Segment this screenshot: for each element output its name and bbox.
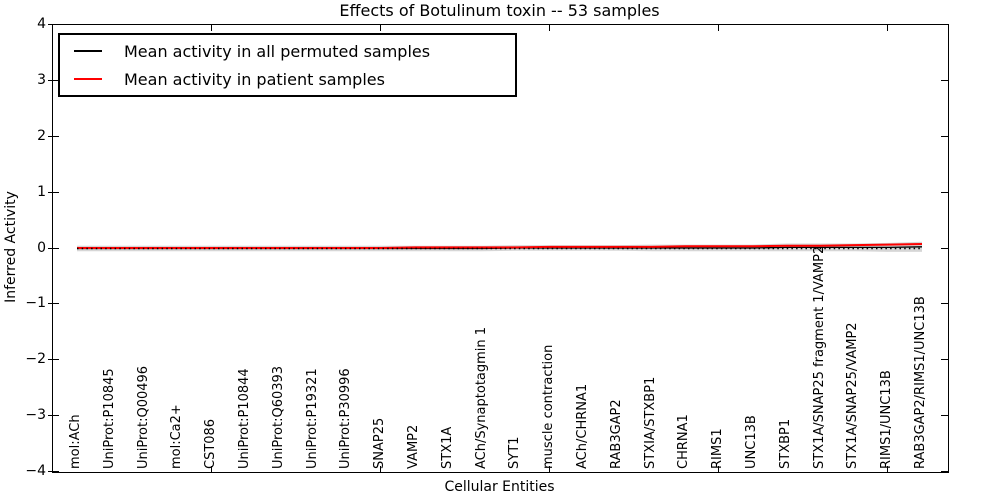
y-tick-label: 3 bbox=[37, 71, 46, 88]
x-category-label: SYT1 bbox=[507, 436, 523, 469]
x-category-label: RAB3GAP2 bbox=[608, 399, 624, 469]
x-category-label: UniProt:P19321 bbox=[304, 368, 320, 469]
y-tick-mark bbox=[48, 471, 59, 472]
x-category-label: STXBP1 bbox=[777, 418, 793, 469]
y-tick-mark bbox=[941, 303, 948, 305]
legend-item-permuted: Mean activity in all permuted samples bbox=[60, 40, 515, 62]
y-tick-mark bbox=[941, 135, 948, 137]
x-tick-mark bbox=[549, 25, 551, 31]
x-category-label: UNC13B bbox=[744, 415, 759, 469]
y-tick-mark bbox=[941, 24, 948, 25]
y-tick-mark bbox=[48, 415, 59, 417]
y-tick-mark bbox=[48, 24, 59, 25]
data-lines-svg bbox=[77, 241, 923, 252]
y-tick-label: 1 bbox=[37, 183, 46, 200]
y-tick-mark bbox=[48, 135, 59, 137]
x-tick-mark bbox=[887, 25, 889, 31]
x-category-label: mol:Ca2+ bbox=[169, 404, 185, 469]
x-category-label: UniProt:Q60393 bbox=[270, 365, 286, 469]
y-tick-label: −2 bbox=[25, 351, 46, 368]
x-category-label: UniProt:P10845 bbox=[101, 368, 117, 469]
x-category-label: RIMS1/UNC13B bbox=[879, 370, 895, 469]
x-category-label: UniProt:P10844 bbox=[237, 368, 252, 469]
x-tick-mark bbox=[718, 466, 720, 472]
y-tick-mark bbox=[48, 359, 59, 361]
x-tick-mark bbox=[549, 466, 551, 472]
x-category-label: STX1A bbox=[439, 426, 455, 469]
y-tick-label: −4 bbox=[25, 463, 46, 479]
x-axis-label: Cellular Entities bbox=[444, 479, 555, 495]
x-tick-mark bbox=[211, 25, 213, 31]
x-tick-mark bbox=[887, 466, 889, 472]
patient-mean-line bbox=[77, 243, 923, 249]
x-category-label: ACh/CHRNA1 bbox=[575, 383, 590, 469]
y-tick-mark bbox=[48, 79, 59, 81]
legend: Mean activity in all permuted samples Me… bbox=[58, 33, 517, 97]
x-category-label: UniProt:Q00496 bbox=[135, 365, 151, 469]
x-category-label: STX1A/SNAP25 fragment 1/VAMP2 bbox=[811, 245, 827, 469]
x-category-label: CHRNA1 bbox=[676, 414, 692, 469]
chart-title: Effects of Botulinum toxin -- 53 samples bbox=[339, 1, 660, 20]
x-category-label: ACh/Synaptotagmin 1 bbox=[473, 326, 489, 469]
red-line-swatch-icon bbox=[74, 78, 102, 80]
x-tick-mark bbox=[380, 466, 382, 472]
legend-label: Mean activity in all permuted samples bbox=[124, 41, 431, 61]
x-category-label: RIMS1 bbox=[710, 428, 726, 469]
y-tick-label: 4 bbox=[37, 16, 46, 32]
x-category-label: RAB3GAP2/RIMS1/UNC13B bbox=[913, 296, 928, 469]
y-tick-label: 2 bbox=[37, 127, 46, 144]
y-tick-mark bbox=[941, 247, 948, 249]
y-tick-mark bbox=[941, 79, 948, 81]
y-tick-label: −3 bbox=[25, 407, 46, 424]
x-tick-mark bbox=[718, 25, 720, 31]
x-category-label: VAMP2 bbox=[406, 424, 421, 469]
y-tick-mark bbox=[48, 247, 59, 249]
x-tick-mark bbox=[380, 25, 382, 31]
plot-area bbox=[52, 24, 949, 473]
x-category-label: STX1A/SNAP25/VAMP2 bbox=[845, 322, 861, 469]
y-tick-mark bbox=[941, 471, 948, 472]
x-category-label: muscle contraction bbox=[541, 344, 557, 469]
x-category-label: mol:ACh bbox=[68, 414, 83, 469]
y-tick-mark bbox=[941, 191, 948, 193]
black-line-swatch-icon bbox=[74, 50, 102, 52]
y-tick-mark bbox=[48, 191, 59, 193]
x-category-label: SNAP25 bbox=[372, 417, 388, 469]
legend-item-patient: Mean activity in patient samples bbox=[60, 68, 515, 90]
x-category-label: CST086 bbox=[203, 418, 219, 469]
x-tick-mark bbox=[211, 466, 213, 472]
y-tick-mark bbox=[941, 359, 948, 361]
y-tick-mark bbox=[941, 415, 948, 417]
y-tick-label: −1 bbox=[25, 295, 46, 312]
legend-label: Mean activity in patient samples bbox=[124, 69, 385, 89]
x-category-label: STXIA/STXBP1 bbox=[642, 376, 658, 469]
y-tick-label: 0 bbox=[37, 239, 46, 256]
y-tick-mark bbox=[48, 303, 59, 305]
x-category-label: UniProt:P30996 bbox=[338, 368, 354, 469]
